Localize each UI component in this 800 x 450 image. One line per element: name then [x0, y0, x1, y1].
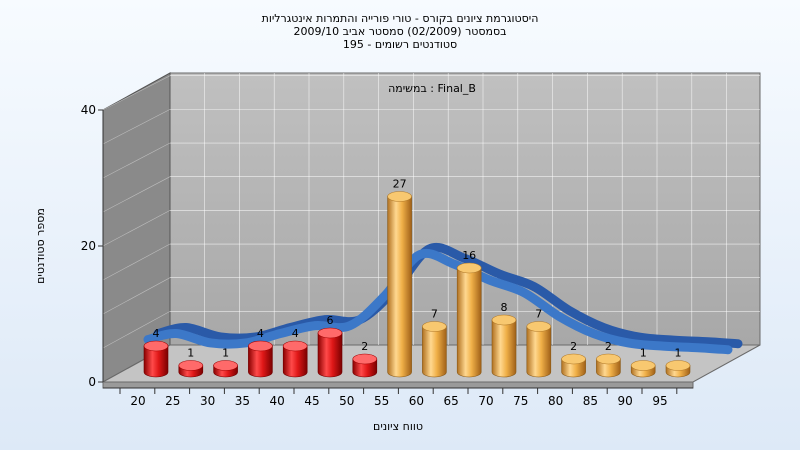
x-axis-label: טווח ציונים [373, 420, 423, 433]
gridline-side [102, 176, 171, 213]
bar-70 [491, 314, 517, 378]
bar-65 [456, 262, 482, 378]
gridline-side [102, 243, 171, 281]
bar-top [526, 321, 552, 332]
bar-60 [422, 321, 447, 378]
x-tick-label: 70 [478, 394, 493, 408]
x-tick-label: 25 [165, 394, 180, 408]
bar-top [178, 360, 204, 371]
x-tick-label: 40 [270, 394, 285, 408]
y-axis-label: מספר סטודנטים [34, 208, 47, 284]
distribution-curve [143, 242, 743, 355]
x-tick-label: 90 [618, 394, 633, 408]
data-label: 1 [675, 347, 682, 360]
bar-body [456, 267, 482, 378]
data-label: 1 [187, 347, 194, 360]
x-tick-label: 95 [652, 394, 667, 408]
chart-annotation: במשימה : Final_B [388, 82, 476, 95]
x-tick-label: 35 [235, 394, 250, 408]
data-label: 1 [640, 347, 647, 360]
x-tick-label: 60 [409, 394, 424, 408]
bar-top [456, 262, 482, 274]
bar-body [387, 196, 412, 378]
bar-top [248, 340, 273, 352]
bar-80 [561, 353, 586, 378]
bar-top [317, 327, 343, 339]
data-label: 1 [222, 347, 229, 360]
y-axis: 0 20 40 [81, 103, 104, 389]
data-label: 2 [570, 340, 577, 353]
data-label: 4 [292, 327, 299, 340]
bar-top [387, 191, 412, 202]
x-tick-label: 30 [200, 394, 215, 408]
gridline-side [102, 75, 171, 111]
bar-85 [596, 353, 621, 378]
bar-35 [248, 340, 273, 378]
data-label: 6 [327, 314, 334, 327]
gridline-side [102, 142, 171, 179]
y-tick-label: 40 [81, 103, 96, 117]
bar-top [665, 360, 691, 371]
bar-body [526, 326, 552, 378]
chart-floor-front [102, 381, 694, 389]
x-axis: 20 25 30 35 40 45 50 55 60 65 70 75 80 85 90 95 [103, 387, 693, 408]
x-tick-label: 75 [513, 394, 528, 408]
bar-45 [317, 327, 343, 378]
data-label: 2 [605, 340, 612, 353]
data-labels: 4 1 1 4 4 6 2 27 7 16 8 7 2 2 1 1 [153, 178, 682, 360]
x-tick-label: 55 [374, 394, 389, 408]
data-label: 4 [153, 327, 160, 340]
bar-25 [178, 360, 204, 378]
gridlines [102, 73, 760, 349]
bars [143, 191, 691, 378]
bar-30 [213, 360, 238, 378]
bar-top [282, 340, 308, 352]
bar-body [282, 345, 308, 378]
bar-top [491, 314, 517, 326]
x-tick-label: 65 [444, 394, 459, 408]
bar-top [143, 340, 169, 352]
bar-75 [526, 321, 552, 378]
x-tick-label: 45 [304, 394, 319, 408]
gridline-side [102, 210, 171, 247]
bar-top [630, 360, 656, 371]
x-tick-label: 85 [583, 394, 598, 408]
y-tick-label: 20 [81, 239, 96, 253]
data-label: 2 [361, 340, 368, 353]
bar-50 [352, 353, 378, 378]
bar-body [143, 345, 169, 378]
curve-ribbon-front [143, 248, 733, 355]
bar-top [213, 360, 238, 371]
bar-top [561, 353, 586, 365]
bar-body [317, 332, 343, 378]
gridline-side [102, 277, 171, 315]
x-tick-label: 50 [339, 394, 354, 408]
data-label: 7 [431, 308, 438, 321]
data-label: 8 [501, 301, 508, 314]
bar-body [491, 319, 517, 378]
x-tick-label: 20 [130, 394, 145, 408]
bar-top [352, 353, 378, 365]
bar-body [248, 345, 273, 378]
data-label: 16 [462, 249, 476, 262]
chart-title-line-2: בסמסטר (02/2009) סמסטר אביב 2009/10 [293, 25, 506, 38]
bar-top [596, 353, 621, 365]
x-tick-label: 80 [548, 394, 563, 408]
gridline-side [102, 311, 171, 349]
bar-top [422, 321, 447, 332]
chart-title-line-1: היסטוגרמת ציונים בקורס - טורי פורייה והת… [262, 12, 539, 25]
data-label: 4 [257, 327, 264, 340]
data-label: 7 [535, 308, 542, 321]
bar-55 [387, 191, 412, 378]
bar-95 [665, 360, 691, 378]
y-tick-label: 0 [88, 375, 96, 389]
bar-90 [630, 360, 656, 378]
gridline-side [102, 109, 171, 145]
bar-body [422, 326, 447, 378]
chart-title-line-3: סטודנטים רשומים - 195 [343, 38, 457, 51]
bar-20 [143, 340, 169, 378]
data-label: 27 [393, 178, 407, 191]
bar-40 [282, 340, 308, 378]
